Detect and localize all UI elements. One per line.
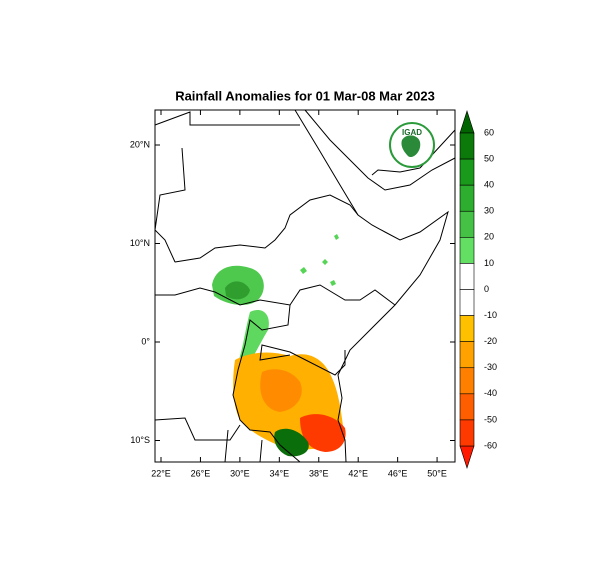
anomaly-patch bbox=[274, 428, 309, 457]
colorbar-label: 0 bbox=[484, 284, 489, 294]
colorbar-label: 20 bbox=[484, 232, 494, 242]
colorbar-label: -30 bbox=[484, 362, 497, 372]
lat-tick-label: 10°S bbox=[130, 435, 150, 445]
colorbar-bin bbox=[459, 132, 475, 160]
lat-tick-label: 10°N bbox=[130, 238, 150, 248]
lat-tick-label: 20°N bbox=[130, 139, 150, 149]
logo: IGAD bbox=[389, 122, 435, 168]
colorbar-label: -10 bbox=[484, 310, 497, 320]
border bbox=[154, 417, 263, 463]
logo-text: IGAD bbox=[402, 128, 422, 137]
colorbar-bin bbox=[459, 184, 475, 212]
colorbar-bin bbox=[459, 210, 475, 238]
coastline bbox=[304, 109, 456, 191]
lon-tick-label: 34°E bbox=[270, 468, 290, 478]
colorbar-extend-bottom bbox=[459, 445, 475, 469]
map-frame bbox=[154, 109, 456, 463]
lon-tick-label: 42°E bbox=[348, 468, 368, 478]
lon-tick-label: 46°E bbox=[388, 468, 408, 478]
anomaly-patch bbox=[300, 234, 339, 286]
colorbar-bin bbox=[459, 263, 475, 290]
lon-tick-label: 26°E bbox=[191, 468, 211, 478]
lon-tick-label: 50°E bbox=[427, 468, 447, 478]
axis-ticks: 20°N 10°N 0° 10°S 22°E 26°E 30°E 34°E 38°E 42°E 46… bbox=[130, 110, 455, 478]
anomaly-patch bbox=[300, 414, 346, 452]
anomaly-patch bbox=[238, 310, 269, 367]
colorbar-extend-top bbox=[459, 110, 475, 134]
colorbar-label: 60 bbox=[484, 127, 494, 137]
anomaly-fields bbox=[212, 234, 346, 457]
colorbar-bin bbox=[459, 341, 475, 369]
colorbar: 60 50 40 30 20 10 0 -10 -20 -30 -40 -50 -60 bbox=[459, 110, 497, 469]
lon-tick-label: 30°E bbox=[230, 468, 250, 478]
colorbar-label: 40 bbox=[484, 180, 494, 190]
colorbar-bin bbox=[459, 289, 475, 316]
colorbar-bin bbox=[459, 419, 475, 447]
colorbar-label: -20 bbox=[484, 336, 497, 346]
colorbar-label: -60 bbox=[484, 440, 497, 450]
border bbox=[232, 304, 346, 463]
colorbar-label: -40 bbox=[484, 388, 497, 398]
anomaly-patch bbox=[260, 369, 302, 412]
border bbox=[155, 284, 396, 306]
colorbar-label: 30 bbox=[484, 206, 494, 216]
border bbox=[154, 111, 359, 263]
colorbar-label: 50 bbox=[484, 153, 494, 163]
anomaly-patch bbox=[225, 281, 250, 300]
colorbar-bin bbox=[459, 315, 475, 342]
lon-tick-label: 22°E bbox=[151, 468, 171, 478]
logo-icon bbox=[401, 135, 421, 158]
colorbar-bin bbox=[459, 367, 475, 395]
colorbar-bin bbox=[459, 393, 475, 421]
borders bbox=[154, 109, 456, 463]
map-title: Rainfall Anomalies for 01 Mar-08 Mar 202… bbox=[175, 88, 435, 103]
colorbar-bin bbox=[459, 237, 475, 264]
colorbar-label: -50 bbox=[484, 414, 497, 424]
lon-tick-label: 38°E bbox=[309, 468, 329, 478]
colorbar-bin bbox=[459, 158, 475, 186]
lat-tick-label: 0° bbox=[141, 336, 150, 346]
colorbar-label: 10 bbox=[484, 258, 494, 268]
